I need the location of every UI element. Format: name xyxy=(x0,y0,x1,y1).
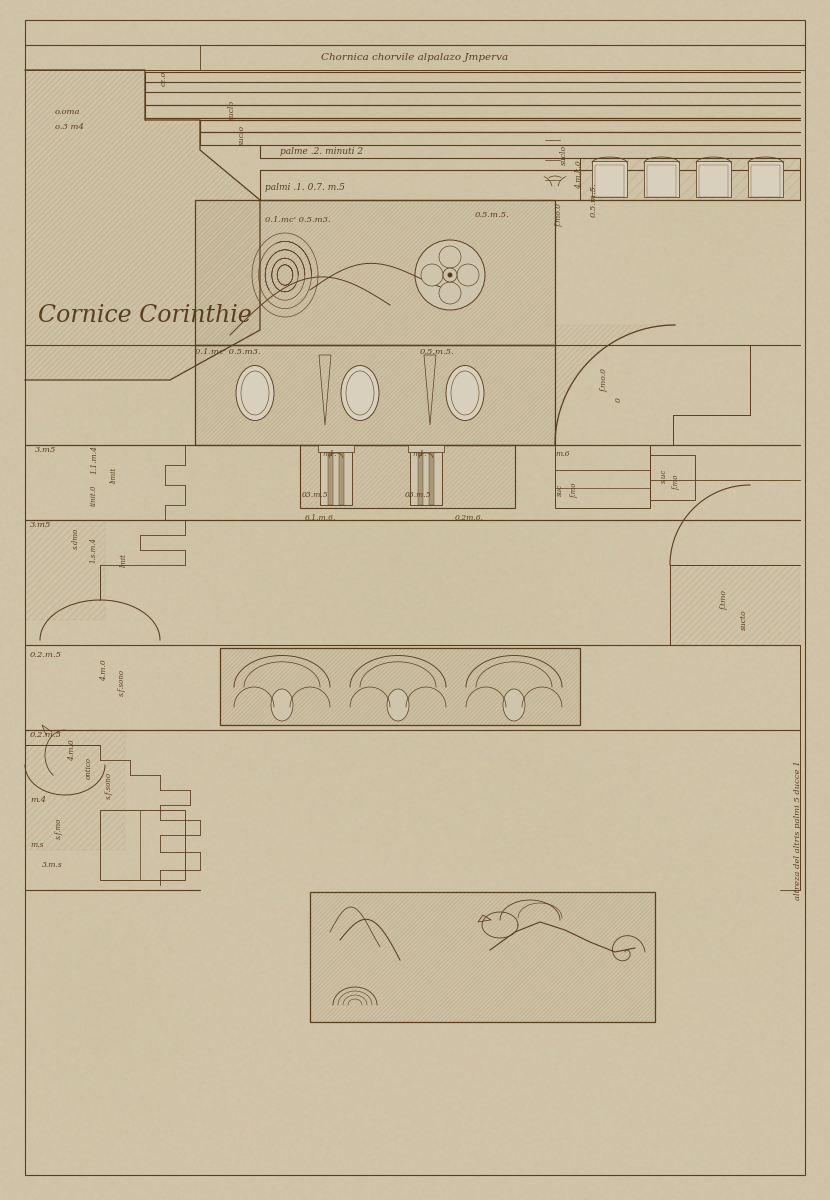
Text: s.f.sono: s.f.sono xyxy=(118,668,126,696)
Bar xyxy=(418,452,423,505)
Bar xyxy=(195,200,555,346)
Text: 0.5.m.5.: 0.5.m.5. xyxy=(420,348,455,356)
Text: m.6: m.6 xyxy=(555,450,569,458)
Bar xyxy=(339,452,344,505)
Text: lmit: lmit xyxy=(120,553,128,566)
Circle shape xyxy=(415,240,485,310)
Text: suclo: suclo xyxy=(560,145,568,166)
Bar xyxy=(699,164,728,197)
Bar xyxy=(592,161,627,197)
Text: palmi .1. 0.7. m.5: palmi .1. 0.7. m.5 xyxy=(265,182,345,192)
Text: 03.m.5: 03.m.5 xyxy=(302,491,329,499)
Circle shape xyxy=(439,282,461,304)
Text: ontico: ontico xyxy=(85,757,93,779)
Text: limit: limit xyxy=(110,467,118,484)
Text: m1.: m1. xyxy=(412,450,427,458)
Circle shape xyxy=(421,264,443,286)
Bar xyxy=(310,892,655,1022)
Text: 0.5.m.5.: 0.5.m.5. xyxy=(475,211,510,218)
Text: 1.1.m.4: 1.1.m.4 xyxy=(90,445,98,474)
Text: 6.1.m.6.: 6.1.m.6. xyxy=(305,514,336,522)
Text: 4.m.k.0: 4.m.k.0 xyxy=(575,161,583,190)
Text: 03.m.5: 03.m.5 xyxy=(405,491,432,499)
Bar xyxy=(195,200,555,346)
Ellipse shape xyxy=(503,689,525,721)
Text: s.dmo: s.dmo xyxy=(72,527,80,548)
Text: f.tmo: f.tmo xyxy=(720,590,728,610)
Bar xyxy=(647,164,676,197)
Text: altreza del altris palmi 5 ducce 1: altreza del altris palmi 5 ducce 1 xyxy=(794,760,802,900)
Circle shape xyxy=(447,272,452,277)
Text: 0: 0 xyxy=(615,397,623,402)
Ellipse shape xyxy=(236,366,274,420)
Text: f.mo: f.mo xyxy=(672,474,680,490)
Bar xyxy=(408,445,444,452)
Text: s.uc: s.uc xyxy=(660,469,668,484)
Bar xyxy=(580,158,800,200)
Text: suclo: suclo xyxy=(228,100,236,120)
Bar xyxy=(595,164,624,197)
Bar xyxy=(220,648,580,725)
Text: 0.1.mc' 0.5.m3.: 0.1.mc' 0.5.m3. xyxy=(195,348,261,356)
Text: 1.s.m.4: 1.s.m.4 xyxy=(90,538,98,563)
Bar xyxy=(429,452,434,505)
Bar xyxy=(195,346,555,445)
Bar xyxy=(670,565,800,646)
Text: 0.2m.6.: 0.2m.6. xyxy=(455,514,484,522)
Bar xyxy=(318,445,354,452)
Text: m.s: m.s xyxy=(30,841,43,850)
Text: o.3 m4: o.3 m4 xyxy=(55,122,84,131)
Bar xyxy=(300,445,515,508)
Text: 0.2.m.5: 0.2.m.5 xyxy=(30,731,62,739)
Bar xyxy=(751,164,780,197)
Bar xyxy=(696,161,731,197)
Bar xyxy=(310,892,655,1022)
Text: 0.1.mc' 0.5.m3.: 0.1.mc' 0.5.m3. xyxy=(265,216,330,224)
Text: 4.m.0: 4.m.0 xyxy=(100,659,108,680)
Bar xyxy=(320,450,352,505)
Bar xyxy=(748,161,783,197)
Text: suc: suc xyxy=(556,484,564,496)
Bar xyxy=(100,810,185,880)
Text: s.f.mo: s.f.mo xyxy=(55,817,63,839)
Bar xyxy=(25,730,125,850)
Text: f.mo.0: f.mo.0 xyxy=(600,368,608,392)
Text: Chornica chorvile alpalazo Jmperva: Chornica chorvile alpalazo Jmperva xyxy=(321,53,509,61)
Bar xyxy=(555,445,650,508)
Text: Cornice Corinthie: Cornice Corinthie xyxy=(38,304,251,326)
Bar xyxy=(195,346,555,445)
Text: suclo: suclo xyxy=(238,125,246,145)
Bar xyxy=(300,445,515,508)
Bar xyxy=(644,161,679,197)
Text: s.f.sono: s.f.sono xyxy=(105,772,113,798)
Bar xyxy=(410,450,442,505)
Text: 4.m.0: 4.m.0 xyxy=(68,739,76,761)
Bar xyxy=(650,455,695,500)
Text: f.mo.0: f.mo.0 xyxy=(555,203,563,227)
Text: 3.m5: 3.m5 xyxy=(35,446,56,454)
Text: cz.o: cz.o xyxy=(160,71,168,85)
Bar xyxy=(220,648,580,725)
Text: palme .2. minuti 2: palme .2. minuti 2 xyxy=(280,148,364,156)
Ellipse shape xyxy=(271,689,293,721)
Text: f.mo: f.mo xyxy=(570,482,578,498)
Text: 0.2.m.5: 0.2.m.5 xyxy=(30,650,62,659)
Text: o.oma: o.oma xyxy=(55,108,81,116)
Ellipse shape xyxy=(341,366,379,420)
Text: sucto: sucto xyxy=(740,610,748,630)
Text: 0.5.m.5.: 0.5.m.5. xyxy=(590,182,598,217)
Bar xyxy=(328,452,333,505)
Text: 3.m5: 3.m5 xyxy=(30,521,51,529)
Circle shape xyxy=(457,264,479,286)
Text: m1.: m1. xyxy=(322,450,336,458)
Text: m.4: m.4 xyxy=(30,796,46,804)
Text: tinit.0: tinit.0 xyxy=(90,485,98,505)
Ellipse shape xyxy=(387,689,409,721)
Bar xyxy=(580,158,800,200)
Text: 3.m.s: 3.m.s xyxy=(42,862,63,869)
Ellipse shape xyxy=(446,366,484,420)
Bar xyxy=(25,520,105,620)
Circle shape xyxy=(443,268,457,282)
Circle shape xyxy=(439,246,461,268)
